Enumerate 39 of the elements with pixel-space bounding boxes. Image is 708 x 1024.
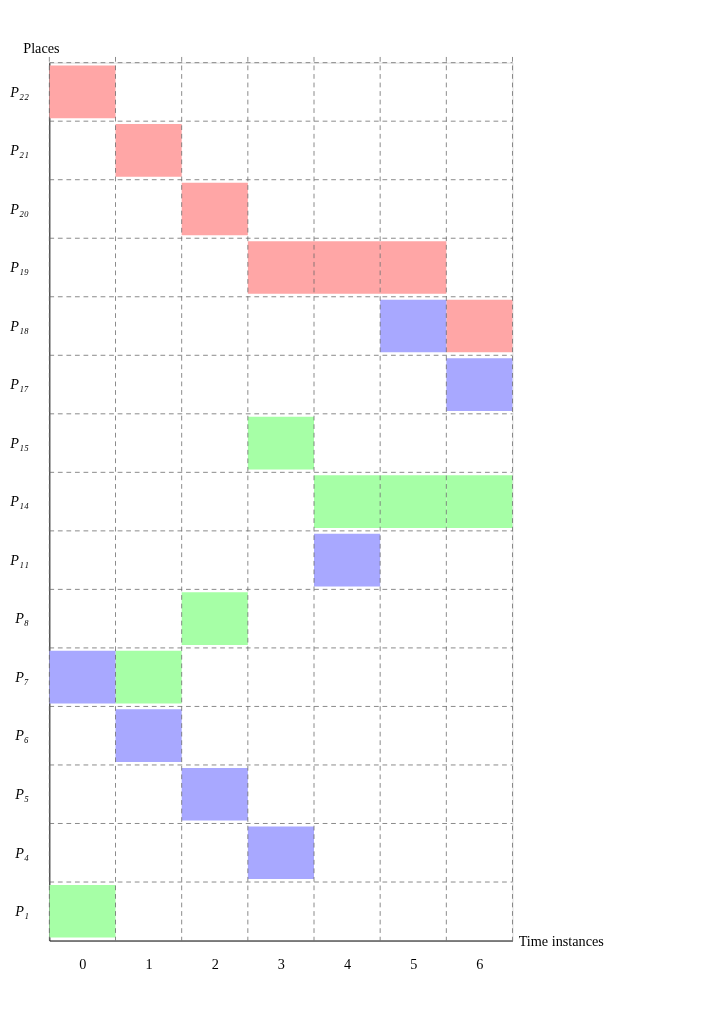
- x-tick-label: 0: [79, 956, 87, 973]
- bar: [49, 65, 116, 119]
- y-tick-label: P₁₈: [9, 317, 29, 334]
- bar: [49, 650, 116, 704]
- bar: [115, 124, 182, 177]
- y-axis-title: Places: [23, 39, 61, 56]
- x-axis-title: Time instances: [518, 932, 605, 949]
- x-tick-label: 6: [476, 956, 484, 973]
- bar: [247, 416, 314, 470]
- y-tick-label: P₂₁: [9, 142, 29, 159]
- bar: [446, 358, 513, 411]
- bar: [181, 592, 248, 645]
- y-tick-label: P₂₀: [9, 200, 29, 217]
- y-tick-label: P₁₄: [9, 493, 29, 510]
- y-tick-label: P₄: [14, 844, 29, 861]
- y-tick-label: P₆: [14, 727, 29, 744]
- x-tick-label: 2: [211, 956, 219, 973]
- x-tick-label: 1: [145, 956, 153, 973]
- bar: [380, 299, 447, 353]
- bar: [181, 182, 248, 236]
- y-tick-label: P₂₂: [9, 83, 29, 100]
- bar: [247, 826, 314, 880]
- bar: [115, 650, 182, 704]
- bar: [446, 299, 513, 353]
- y-tick-label: P₈: [14, 610, 29, 627]
- bar: [314, 533, 381, 587]
- y-tick-label: P₁₁: [9, 551, 29, 568]
- y-tick-label: P₁₉: [9, 259, 29, 276]
- bar: [181, 767, 248, 821]
- bar: [115, 709, 182, 763]
- y-tick-label: P₁: [14, 903, 29, 920]
- bar: [49, 884, 116, 938]
- y-tick-label: P₁₅: [9, 434, 29, 451]
- x-tick-label: 4: [344, 956, 352, 973]
- y-tick-label: P₅: [14, 785, 29, 802]
- x-tick-label: 3: [277, 956, 285, 973]
- y-tick-label: P₇: [14, 668, 29, 685]
- x-tick-label: 5: [410, 956, 418, 973]
- y-tick-label: P₁₇: [9, 376, 29, 393]
